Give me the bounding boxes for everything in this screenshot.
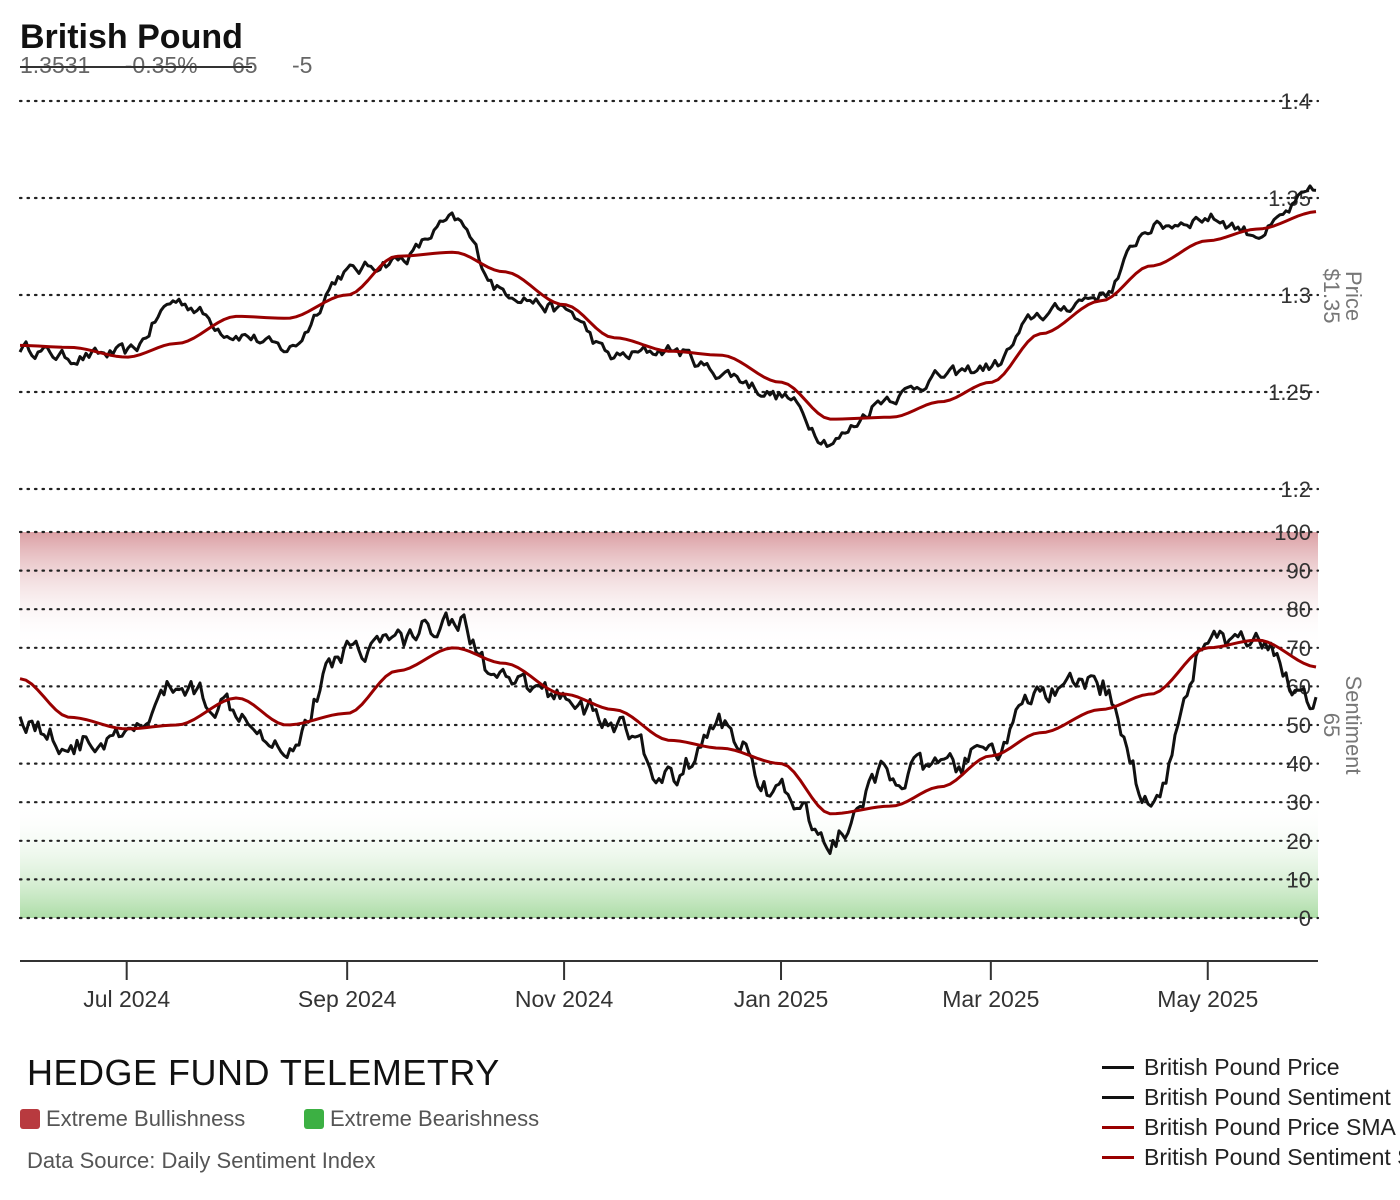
sentiment-axis-title: Sentiment	[1341, 675, 1366, 774]
bullish-label: Extreme Bullishness	[46, 1106, 246, 1131]
sentiment-axis-value: 65	[1319, 713, 1344, 737]
sentiment-tick-label: 20	[1287, 829, 1311, 854]
legend-line	[1102, 1155, 1134, 1159]
brand-name: HEDGE FUND TELEMETRY	[27, 1052, 500, 1093]
legend-line	[1102, 1125, 1134, 1129]
price-tick-label: 1.3	[1280, 283, 1311, 308]
sma-line	[19, 638, 1317, 816]
legend-item: British Pound Sentiment SMA	[1102, 1142, 1400, 1172]
zone-legend-bullish: Extreme Bullishness	[20, 1106, 245, 1132]
sentiment-tick-label: 70	[1287, 636, 1311, 661]
sentiment-tick-label: 30	[1287, 790, 1311, 815]
sentiment-tick-label: 100	[1274, 520, 1311, 545]
price-tick-label: 1.25	[1268, 380, 1311, 405]
x-tick-label: Sep 2024	[298, 986, 397, 1012]
sma-line	[19, 210, 1317, 421]
x-tick-label: Mar 2025	[942, 986, 1039, 1012]
price-value: 1.3531	[20, 52, 91, 78]
legend-item: British Pound Sentiment	[1102, 1082, 1400, 1112]
legend-label: British Pound Price	[1144, 1053, 1340, 1080]
series-line	[18, 184, 1317, 448]
data-source: Data Source: Daily Sentiment Index	[27, 1148, 376, 1173]
legend-item: British Pound Price SMA	[1102, 1112, 1400, 1142]
sentiment-tick-label: 10	[1287, 867, 1311, 892]
price-grid: 1.21.251.31.351.4	[18, 89, 1320, 502]
bullish-swatch	[20, 1109, 40, 1129]
series-legend: British Pound Price British Pound Sentim…	[1102, 1052, 1400, 1172]
x-tick-label: May 2025	[1157, 986, 1258, 1012]
bearish-label: Extreme Bearishness	[330, 1106, 540, 1131]
legend-label: British Pound Sentiment	[1144, 1083, 1391, 1110]
chart: 1.21.251.31.351.4 0102030405060708090100…	[18, 89, 1366, 1012]
legend-line	[1102, 1065, 1134, 1069]
x-tick-label: Jul 2024	[83, 986, 170, 1012]
price-change: -0.35%	[124, 52, 198, 78]
sentiment-tick-label: 40	[1287, 752, 1311, 777]
price-axis-value: $1.35	[1319, 268, 1344, 323]
series-line	[18, 611, 1318, 855]
chart-title: British Pound	[20, 18, 243, 56]
sentiment-change: -5	[292, 52, 313, 78]
price-axis-title: Price	[1341, 271, 1366, 321]
sentiment-tick-label: 50	[1287, 713, 1311, 738]
sentiment-value: 65	[232, 52, 258, 78]
price-series	[18, 184, 1317, 448]
extreme-bullish-zone	[20, 532, 1318, 647]
x-axis: Jul 2024 Sep 2024 Nov 2024 Jan 2025 Mar 2025…	[20, 960, 1318, 1012]
sentiment-tick-label: 0	[1299, 906, 1311, 931]
legend-line	[1102, 1095, 1134, 1099]
x-tick-label: Jan 2025	[734, 986, 829, 1012]
x-tick-label: Nov 2024	[515, 986, 614, 1012]
zone-legend-bearish: Extreme Bearishness	[304, 1106, 539, 1132]
extreme-bearish-zone	[20, 802, 1318, 918]
legend-label: British Pound Price SMA	[1144, 1113, 1396, 1140]
sentiment-series	[18, 611, 1318, 855]
price-tick-label: 1.4	[1280, 89, 1311, 114]
bearish-swatch	[304, 1109, 324, 1129]
strikethrough-line	[20, 66, 252, 68]
sentiment-tick-label: 80	[1287, 597, 1311, 622]
header-stats: 1.3531 -0.35% 65 -5	[20, 52, 340, 79]
sentiment-tick-label: 90	[1287, 559, 1311, 584]
legend-item: British Pound Price	[1102, 1052, 1400, 1082]
legend-label: British Pound Sentiment SMA	[1144, 1143, 1400, 1170]
price-tick-label: 1.2	[1280, 477, 1311, 502]
